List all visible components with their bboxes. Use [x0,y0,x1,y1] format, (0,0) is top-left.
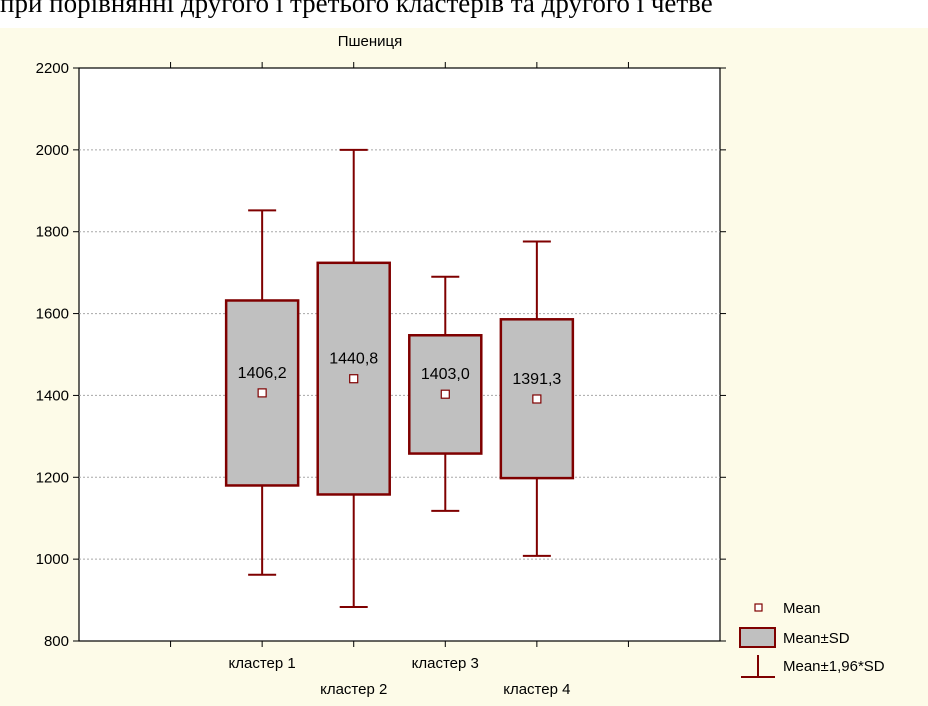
x-tick-label: кластер 4 [503,681,570,698]
legend-mean-label: Mean [783,600,821,617]
y-tick-label: 1400 [36,387,69,404]
mean-marker [532,394,542,404]
legend-ci-label: Mean±1,96*SD [783,658,885,675]
mean-data-label: 1391,3 [512,371,561,388]
caption-text: при порівнянні другого і третього класте… [0,0,928,28]
y-tick-label: 800 [44,633,69,650]
y-tick-label: 1800 [36,224,69,241]
mean-marker [440,389,450,399]
x-tick-label: кластер 1 [229,655,296,672]
x-tick-label: кластер 2 [320,681,387,698]
legend-sd-label: Mean±SD [783,630,850,647]
mean-marker [257,388,267,398]
legend-mean-icon [754,603,763,612]
y-tick-label: 1000 [36,551,69,568]
chart-title: Пшениця [338,33,403,50]
y-tick-label: 1600 [36,306,69,323]
x-tick-label: кластер 3 [412,655,479,672]
plot-area [78,67,721,642]
legend-sd-icon [739,627,776,648]
mean-marker [349,374,359,384]
y-tick-label: 2200 [36,60,69,77]
y-tick-label: 2000 [36,142,69,159]
mean-data-label: 1440,8 [329,351,378,368]
mean-data-label: 1406,2 [238,365,287,382]
y-tick-label: 1200 [36,469,69,486]
mean-data-label: 1403,0 [421,366,470,383]
